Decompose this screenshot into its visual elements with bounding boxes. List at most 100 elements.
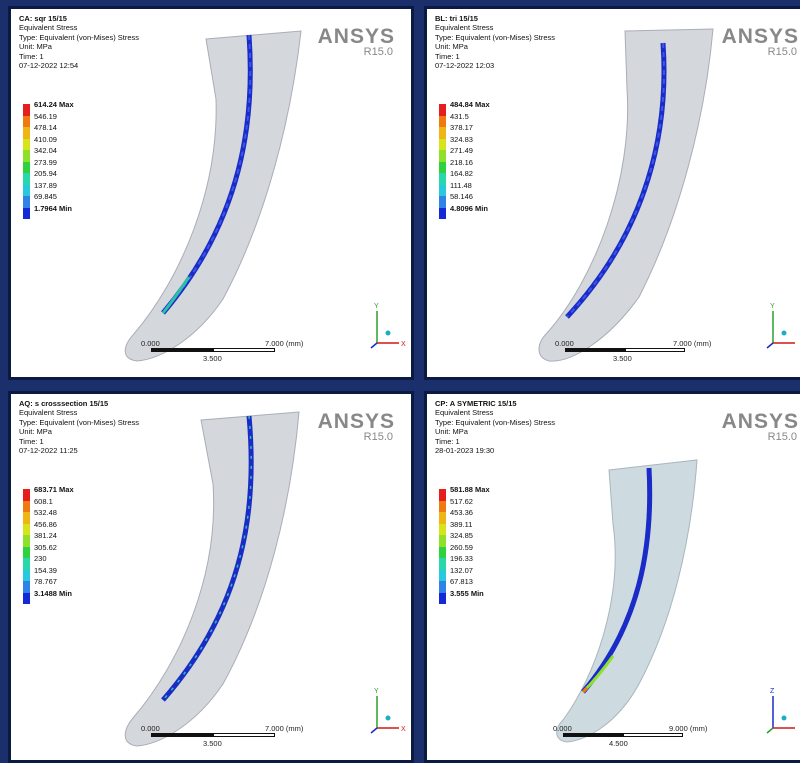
axis-x-label: X (401, 341, 406, 348)
ansys-logo: ANSYS R15.0 (318, 410, 395, 443)
tooth-root-model[interactable] (427, 9, 800, 377)
legend-swatch (439, 523, 446, 535)
legend-swatch (23, 523, 30, 535)
legend-swatch (23, 173, 30, 185)
legend-label: 111.48 (450, 180, 472, 190)
legend-label: 205.94 (34, 169, 57, 178)
legend-swatch (23, 127, 30, 139)
legend-label: 78.767 (34, 577, 57, 586)
legend-label: 324.85 (450, 531, 473, 540)
scale-start: 0.000 (555, 339, 574, 348)
result-line: 07-12-2022 11:25 (19, 446, 78, 456)
result-line: Time: 1 (435, 436, 460, 446)
legend-label: 69.845 (34, 192, 57, 201)
result-viewport-2[interactable]: BL: tri 15/15 Equivalent Stress Type: Eq… (424, 6, 800, 380)
legend-label: 154.39 (34, 565, 57, 575)
legend-swatch (439, 115, 446, 127)
canal-apex-stress (581, 686, 589, 694)
legend-swatch (23, 115, 30, 127)
legend-label: 137.89 (34, 180, 57, 190)
legend-swatch (439, 569, 446, 581)
legend-swatch (439, 207, 446, 219)
result-viewport-3[interactable]: AQ: s crosssection 15/15 Equivalent Stre… (8, 391, 414, 763)
result-line: Unit: MPa (435, 42, 468, 52)
brand-version: R15.0 (363, 46, 393, 58)
axis-top-label: Y (374, 303, 379, 310)
result-line: Unit: MPa (435, 427, 468, 437)
tooth-root-model[interactable] (11, 9, 411, 377)
axis-x-label: X (401, 726, 406, 733)
legend-swatch (23, 489, 30, 501)
brand-version: R15.0 (767, 46, 797, 58)
result-line: Type: Equivalent (von-Mises) Stress (19, 32, 140, 42)
legend-swatch (439, 196, 446, 208)
legend-swatch (23, 569, 30, 581)
legend-label: 456.86 (34, 519, 57, 529)
result-line: 07-12-2022 12:03 (435, 61, 495, 71)
legend-label: 453.36 (450, 508, 473, 517)
result-title: BL: tri 15/15 (435, 14, 478, 23)
legend-label: 305.62 (34, 542, 57, 552)
legend-min-label: 3.1488 Min (34, 588, 72, 598)
legend-swatch (439, 184, 446, 196)
legend-swatch (439, 489, 446, 501)
legend-swatch (439, 558, 446, 570)
legend-swatch (23, 581, 30, 593)
result-header: AQ: s crosssection 15/15 Equivalent Stre… (19, 399, 139, 455)
legend-label: 58.146 (450, 192, 473, 201)
result-line: Equivalent Stress (435, 23, 494, 33)
legend-label: 478.14 (34, 123, 57, 132)
legend-label: 271.49 (450, 146, 473, 155)
scale-start: 0.000 (553, 724, 572, 733)
axis-triad: Y (766, 303, 795, 349)
result-line: Type: Equivalent (von-Mises) Stress (435, 32, 556, 42)
brand-name: ANSYS (317, 25, 395, 48)
legend-label: 324.83 (450, 134, 473, 144)
legend-label: 532.48 (34, 508, 57, 517)
tooth-root-model[interactable] (427, 394, 800, 760)
legend-swatch (439, 581, 446, 593)
legend-swatch (23, 184, 30, 196)
legend-label: 218.16 (450, 157, 473, 167)
legend-label: 389.11 (450, 519, 473, 529)
legend-swatch (439, 173, 446, 185)
legend-min-label: 1.7964 Min (34, 203, 72, 213)
scale-mid: 3.500 (613, 354, 632, 363)
scale-end: 7.000 (mm) (265, 339, 304, 348)
legend-label: 230 (34, 554, 47, 563)
legend-max-label: 581.88 Max (450, 485, 490, 494)
legend-swatch (439, 138, 446, 150)
tooth-root-model[interactable] (11, 394, 411, 760)
axis-top-label: Y (374, 688, 379, 695)
legend-swatch (23, 207, 30, 219)
scale-mid: 3.500 (203, 354, 222, 363)
legend-swatch (439, 592, 446, 604)
canal-tip-stress (161, 276, 191, 314)
legend-label: 378.17 (450, 123, 473, 132)
result-header: CP: A SYMETRIC 15/15 Equivalent Stress T… (435, 399, 555, 455)
legend-swatch (439, 500, 446, 512)
result-title: AQ: s crosssection 15/15 (19, 399, 109, 408)
result-viewport-1[interactable]: CA: sqr 15/15 Equivalent Stress Type: Eq… (8, 6, 414, 380)
legend-label: 273.99 (34, 157, 57, 167)
legend-label: 342.04 (34, 146, 57, 155)
legend-label: 381.24 (34, 531, 57, 540)
canal-stress-path (581, 467, 653, 694)
legend-label: 67.813 (450, 577, 473, 586)
legend-swatch (23, 535, 30, 547)
result-line: Time: 1 (19, 51, 44, 61)
legend-swatch (439, 104, 446, 116)
canal-stress-highlight (566, 42, 665, 318)
brand-version: R15.0 (363, 431, 393, 443)
legend-max-label: 683.71 Max (34, 485, 74, 494)
result-line: 28-01-2023 19:30 (435, 446, 495, 456)
legend-label: 260.59 (450, 542, 473, 552)
canal-stress-path (161, 415, 254, 702)
scale-start: 0.000 (141, 724, 160, 733)
legend-swatch (439, 512, 446, 524)
result-viewport-4[interactable]: CP: A SYMETRIC 15/15 Equivalent Stress T… (424, 391, 800, 763)
ansys-logo: ANSYS R15.0 (722, 25, 799, 58)
scale-end: 9.000 (mm) (669, 724, 708, 733)
legend-max-label: 614.24 Max (34, 100, 74, 109)
axis-top-label: Z (770, 688, 775, 695)
